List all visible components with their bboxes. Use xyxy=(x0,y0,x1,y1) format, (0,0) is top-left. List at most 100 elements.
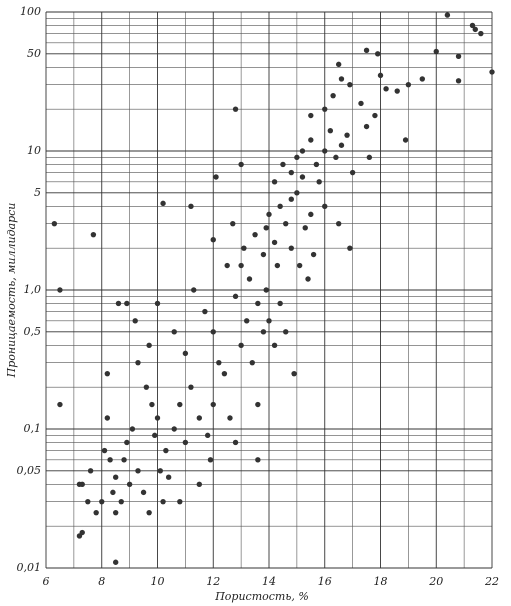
data-point xyxy=(489,69,495,75)
data-point xyxy=(171,426,177,432)
y-tick-label: 0,05 xyxy=(17,464,42,477)
data-point xyxy=(79,481,85,488)
data-point xyxy=(154,415,161,421)
data-point xyxy=(188,384,194,390)
data-point xyxy=(57,287,63,293)
data-point xyxy=(288,169,294,176)
data-point xyxy=(216,359,222,366)
data-point xyxy=(294,190,300,196)
data-point xyxy=(182,350,189,357)
data-point xyxy=(246,276,253,282)
data-point xyxy=(160,498,166,505)
data-point xyxy=(266,211,272,218)
data-point xyxy=(299,148,306,154)
data-point xyxy=(171,329,177,335)
data-point xyxy=(344,132,350,138)
data-point xyxy=(93,509,99,516)
data-point xyxy=(238,342,244,349)
data-point xyxy=(232,106,239,112)
data-point xyxy=(101,447,108,454)
data-point xyxy=(157,468,163,474)
data-point xyxy=(126,481,133,488)
data-point xyxy=(146,509,152,516)
data-point xyxy=(469,22,476,29)
data-point xyxy=(288,245,294,251)
data-point xyxy=(115,300,122,307)
x-tick-label: 18 xyxy=(374,575,388,588)
data-point xyxy=(383,86,389,92)
data-point xyxy=(244,318,250,324)
data-point xyxy=(266,318,272,324)
data-point xyxy=(433,48,439,55)
data-point xyxy=(152,432,158,439)
data-point xyxy=(149,401,155,408)
data-point xyxy=(394,88,400,94)
data-point xyxy=(51,220,58,227)
data-point xyxy=(363,123,370,130)
data-point xyxy=(191,287,197,293)
x-tick-label: 16 xyxy=(318,575,332,588)
data-point xyxy=(260,329,267,335)
data-point xyxy=(177,401,183,408)
data-point xyxy=(455,78,462,84)
x-tick-label: 10 xyxy=(151,575,165,588)
data-point xyxy=(252,231,258,238)
data-point xyxy=(372,112,378,119)
data-point xyxy=(478,30,484,37)
data-point xyxy=(313,161,320,168)
y-tick-label: 0,1 xyxy=(24,422,42,435)
data-point xyxy=(196,415,203,421)
data-point xyxy=(263,287,269,293)
data-point xyxy=(305,276,311,282)
data-point xyxy=(112,559,119,565)
data-point xyxy=(271,342,278,349)
data-point xyxy=(263,225,269,231)
data-point xyxy=(322,106,328,112)
data-point xyxy=(444,12,451,18)
data-point xyxy=(204,432,211,439)
data-point xyxy=(375,51,381,57)
data-point xyxy=(291,370,297,377)
data-point xyxy=(213,174,219,180)
y-tick-label: 1,0 xyxy=(24,283,42,296)
data-point xyxy=(302,225,308,231)
data-point xyxy=(207,457,214,463)
y-tick-label: 5 xyxy=(34,186,41,199)
x-tick-label: 14 xyxy=(262,575,276,588)
y-axis-label: Проницаемость, миллидарси xyxy=(5,203,18,379)
data-point xyxy=(90,231,97,238)
data-point xyxy=(238,262,244,269)
data-point xyxy=(129,426,136,432)
data-point xyxy=(349,169,356,176)
data-point xyxy=(221,370,228,377)
data-point xyxy=(227,415,233,421)
data-point xyxy=(118,498,124,505)
data-point xyxy=(472,26,478,33)
data-point xyxy=(455,53,462,60)
data-point xyxy=(322,148,328,154)
data-point xyxy=(143,384,150,390)
data-point xyxy=(277,300,283,307)
data-point xyxy=(294,154,300,161)
data-point xyxy=(210,329,216,335)
data-point xyxy=(277,203,283,210)
data-point xyxy=(347,245,353,251)
data-point xyxy=(366,154,373,161)
data-point xyxy=(110,489,116,496)
data-point xyxy=(255,457,261,463)
data-point xyxy=(163,447,169,454)
data-point xyxy=(260,251,267,258)
x-tick-label: 8 xyxy=(98,575,105,588)
data-point xyxy=(177,498,183,505)
y-tick-label: 10 xyxy=(27,144,41,157)
data-point xyxy=(188,203,194,210)
data-point xyxy=(160,200,166,207)
x-tick-label: 6 xyxy=(43,575,50,588)
data-point xyxy=(327,127,334,134)
data-point xyxy=(124,300,130,307)
data-point xyxy=(135,359,141,366)
y-tick-label: 0,01 xyxy=(17,561,42,574)
data-point xyxy=(377,72,384,79)
data-point xyxy=(121,457,127,463)
